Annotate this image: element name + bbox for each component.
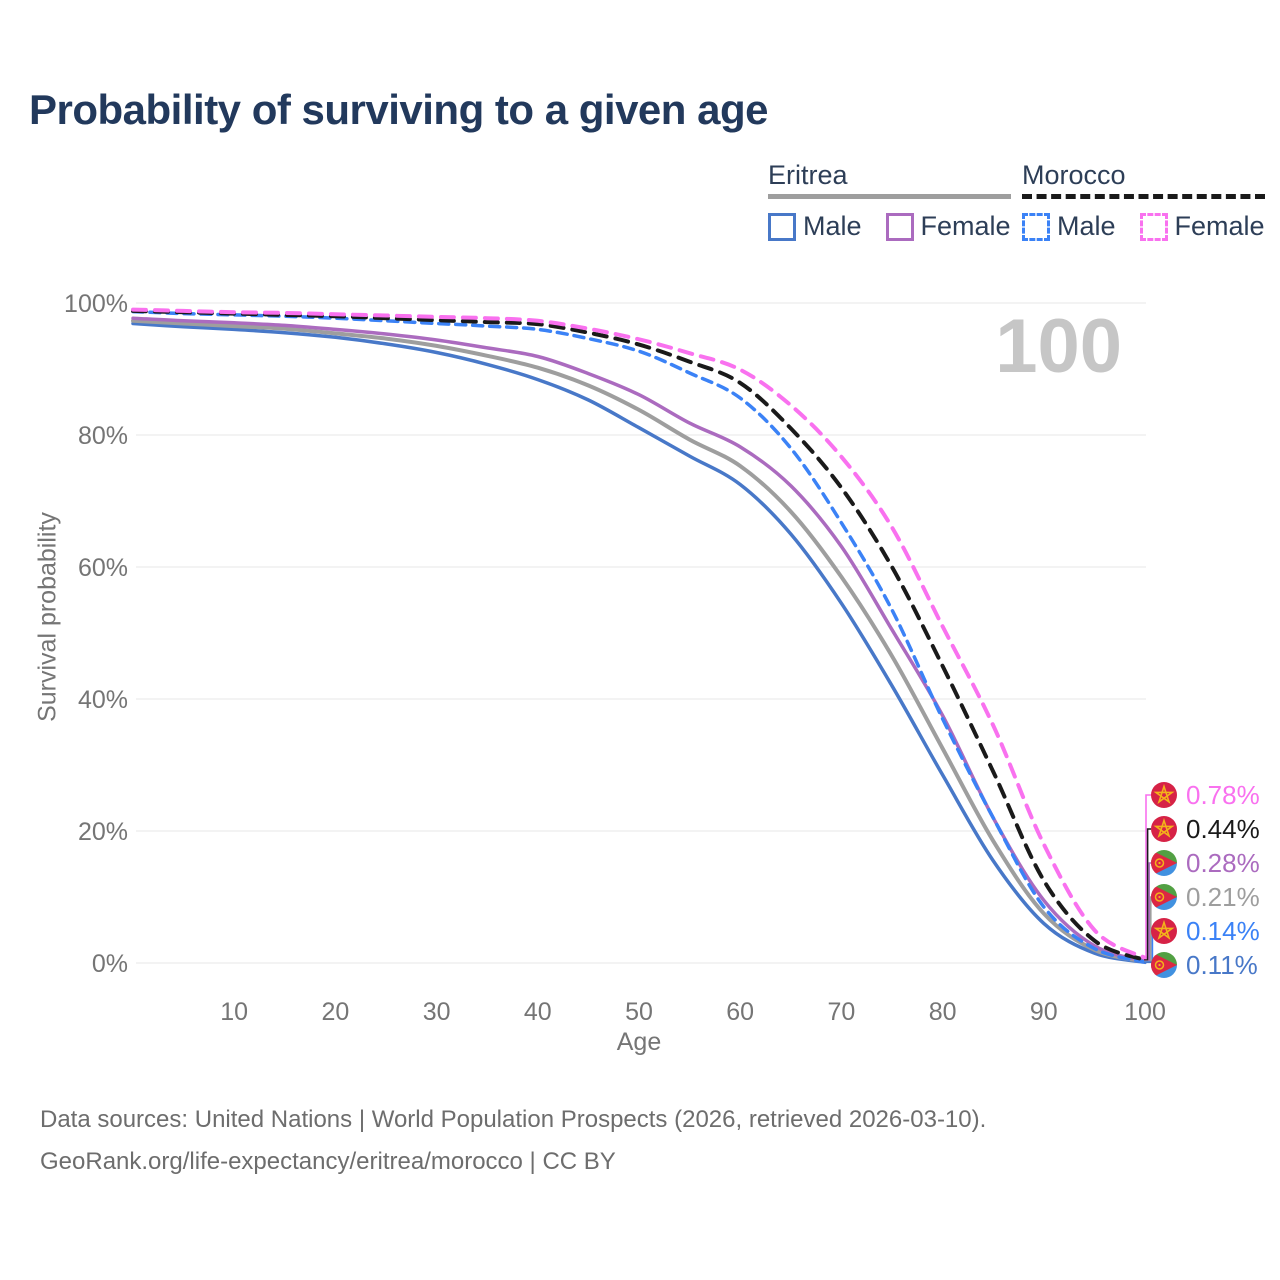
source-url-text[interactable]: GeoRank.org/life-expectancy/eritrea/moro… [40, 1148, 616, 1175]
eritrea-male-swatch [768, 212, 796, 241]
series-line-eritrea-average[interactable] [131, 318, 1147, 964]
y-tick-label-40: 40% [78, 686, 128, 714]
morocco-line-style-swatch [1022, 194, 1265, 199]
legend-item-eritrea-male[interactable]: Male [768, 211, 862, 242]
x-tick-label-80: 80 [929, 998, 957, 1026]
y-tick-label-0: 0% [92, 950, 128, 978]
legend-item-eritrea-female[interactable]: Female [885, 211, 1011, 242]
legend-row-morocco: Male Female [1022, 211, 1265, 242]
legend-group-morocco: Morocco Male Female [1022, 160, 1265, 242]
flag-morocco-icon [1151, 816, 1177, 842]
x-tick-label-30: 30 [423, 998, 451, 1026]
y-tick-label-20: 20% [78, 818, 128, 846]
x-tick-label-90: 90 [1030, 998, 1058, 1026]
eritrea-female-swatch [885, 212, 914, 241]
morocco-female-swatch [1139, 212, 1168, 241]
end-value-label-eritrea-female: 0.28% [1186, 848, 1260, 878]
y-tick-label-100: 100% [64, 290, 128, 318]
legend-label: Male [803, 211, 862, 241]
end-value-label-eritrea-male: 0.11% [1186, 950, 1258, 980]
series-line-morocco-male[interactable] [131, 309, 1147, 964]
legend-row-eritrea: Male Female [768, 211, 1011, 242]
page-title: Probability of surviving to a given age [29, 86, 768, 133]
age-counter-watermark: 100 [995, 304, 1122, 389]
x-axis-title: Age [617, 1028, 661, 1056]
x-tick-label-40: 40 [524, 998, 552, 1026]
leader-line-morocco-female [1144, 794, 1151, 959]
end-value-label-morocco-female: 0.78% [1186, 780, 1260, 810]
y-tick-label-60: 60% [78, 554, 128, 582]
series-line-morocco-female[interactable] [131, 307, 1147, 960]
flag-eritrea-icon [1151, 884, 1177, 910]
leader-line-morocco-average [1144, 828, 1151, 961]
end-value-label-eritrea-average: 0.21% [1186, 882, 1260, 912]
y-axis-title: Survival probability [33, 512, 62, 722]
legend-morocco-header: Morocco [1022, 160, 1126, 190]
flag-morocco-icon [1151, 782, 1177, 808]
legend-eritrea-header: Eritrea [768, 160, 848, 190]
legend-group-eritrea: Eritrea Male Female [768, 160, 1011, 242]
series-line-eritrea-female[interactable] [131, 316, 1147, 963]
flag-eritrea-icon [1151, 952, 1177, 978]
flag-eritrea-icon [1151, 850, 1177, 876]
x-tick-label-20: 20 [321, 998, 349, 1026]
x-tick-label-100: 100 [1124, 998, 1166, 1026]
end-value-label-morocco-male: 0.14% [1186, 916, 1260, 946]
legend-label: Female [1174, 211, 1265, 241]
end-value-label-morocco-average: 0.44% [1186, 814, 1260, 844]
x-tick-label-60: 60 [726, 998, 754, 1026]
y-tick-label-80: 80% [78, 422, 128, 450]
series-line-eritrea-male[interactable] [131, 321, 1147, 965]
x-tick-label-50: 50 [625, 998, 653, 1026]
x-tick-label-10: 10 [220, 998, 248, 1026]
data-sources-text: Data sources: United Nations | World Pop… [40, 1106, 987, 1133]
legend-item-morocco-male[interactable]: Male [1022, 211, 1116, 242]
eritrea-line-style-swatch [768, 194, 1011, 199]
legend-label: Female [920, 211, 1011, 241]
flag-morocco-icon [1151, 918, 1177, 944]
legend-label: Male [1057, 211, 1116, 241]
x-tick-label-70: 70 [827, 998, 855, 1026]
morocco-male-swatch [1022, 212, 1050, 241]
legend-item-morocco-female[interactable]: Female [1139, 211, 1265, 242]
